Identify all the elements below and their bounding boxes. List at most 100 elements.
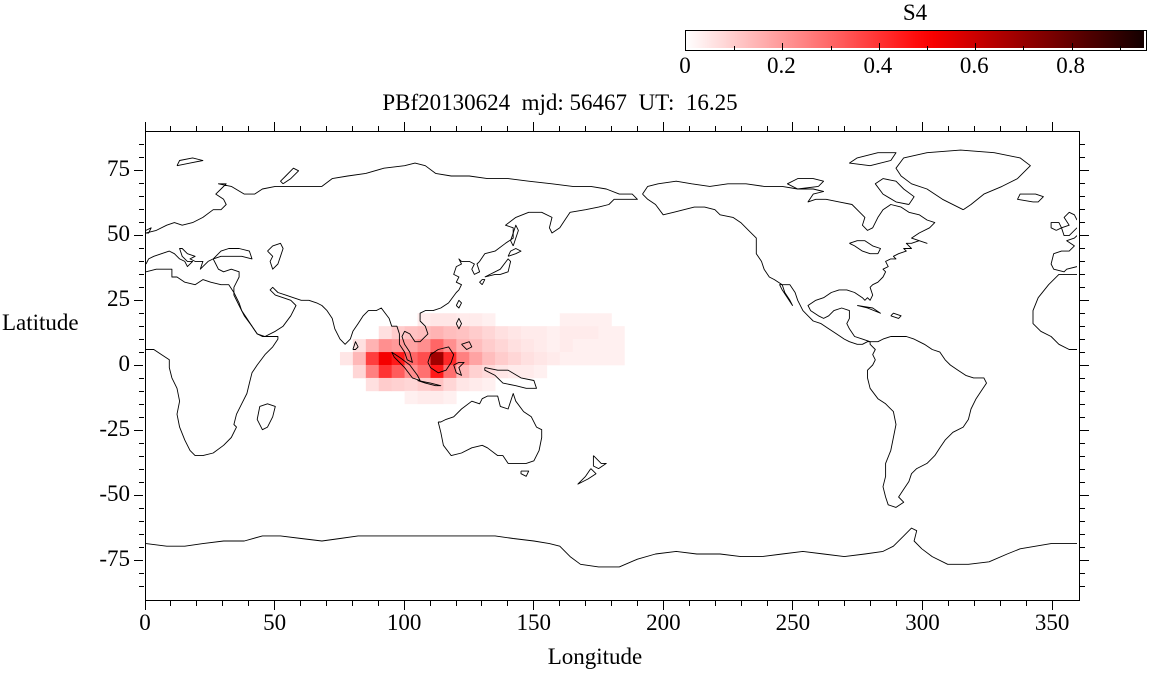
heatmap-cell (611, 339, 625, 353)
coastline-novaya-zemlya (280, 167, 300, 185)
heatmap-cell (456, 377, 470, 392)
heatmap-cell (520, 339, 535, 353)
heatmap-cell (417, 313, 431, 327)
x-minor-tick-top (766, 126, 768, 131)
heatmap-cell (495, 326, 509, 340)
heatmap-cell (404, 339, 418, 353)
x-minor-tick (611, 601, 612, 606)
colorbar-gradient (686, 31, 1144, 48)
y-major-tick-right (1080, 429, 1089, 431)
heatmap-cell (598, 326, 612, 340)
x-major-tick (274, 601, 276, 610)
heatmap-cell (404, 326, 418, 340)
coastline-sakhalin (510, 224, 519, 247)
x-minor-tick-top (507, 126, 509, 131)
heatmap-cell (572, 326, 586, 340)
coastline-madagascar (256, 403, 276, 431)
x-minor-tick-top (714, 126, 716, 131)
x-minor-tick-top (999, 126, 1001, 131)
coastline-ireland (1050, 222, 1062, 231)
x-minor-tick (844, 601, 846, 606)
heatmap-cell (456, 313, 470, 327)
heatmap-cell (352, 365, 367, 379)
coastline-iceland (1017, 193, 1044, 203)
coastline-java (417, 380, 442, 387)
x-minor-tick (585, 601, 587, 606)
coastline-south-america (867, 336, 987, 508)
y-major-tick-right (1080, 559, 1089, 561)
x-tick-label: 50 (263, 610, 287, 635)
heatmap-cell (365, 339, 380, 353)
y-tick-label: 25 (107, 286, 130, 311)
coastline-borneo (427, 346, 455, 374)
x-minor-tick (714, 601, 716, 606)
coastline-uk-right (1061, 211, 1077, 237)
colorbar-tick-label: 0.8 (1056, 53, 1086, 78)
y-minor-tick-right (1080, 455, 1085, 457)
x-minor-tick (455, 601, 457, 606)
coastline-honshu (484, 258, 512, 278)
x-tick-label: 150 (516, 610, 552, 635)
x-minor-tick (429, 601, 431, 606)
y-minor-tick (139, 247, 144, 249)
y-minor-tick-right (1080, 338, 1085, 340)
heatmap-cell (443, 377, 457, 392)
heatmap-cell (456, 326, 470, 340)
heatmap-cell (559, 326, 574, 340)
x-minor-tick-top (196, 126, 198, 131)
y-minor-tick-right (1080, 546, 1085, 548)
y-minor-tick (139, 520, 144, 522)
x-major-tick (662, 601, 664, 610)
y-minor-tick (139, 273, 144, 275)
y-major-tick-right (1080, 234, 1089, 236)
heatmap-cell (430, 352, 444, 366)
heatmap-cell (559, 339, 574, 353)
y-minor-tick (139, 182, 144, 184)
x-major-tick-top (792, 122, 794, 131)
x-minor-tick (248, 601, 250, 606)
y-tick-label: 75 (107, 156, 130, 181)
x-minor-tick (896, 601, 898, 606)
heatmap-cell (469, 313, 483, 327)
colorbar-tick (734, 46, 736, 50)
heatmap-cell (365, 365, 380, 379)
y-minor-tick-right (1080, 572, 1085, 574)
y-major-tick (134, 234, 143, 236)
heatmap-cell (430, 390, 444, 405)
heatmap-cell (572, 339, 586, 353)
heatmap-cell (417, 365, 431, 379)
y-minor-tick (139, 260, 144, 262)
x-minor-tick-top (429, 126, 431, 131)
coastline-africa-west (1032, 273, 1077, 350)
coastline-north-america (642, 180, 936, 345)
x-minor-tick (507, 601, 509, 606)
x-minor-tick-top (351, 126, 353, 131)
heatmap-cell (482, 313, 496, 327)
x-tick-label: 300 (905, 610, 940, 635)
heatmap-cell (585, 352, 599, 366)
y-minor-tick-right (1080, 442, 1085, 444)
y-major-tick (134, 494, 143, 496)
heatmap-cell (352, 352, 367, 366)
y-tick-label: -50 (99, 481, 130, 506)
heatmap-cell (495, 352, 509, 366)
colorbar-tick (1023, 46, 1025, 50)
coastline-victoria (786, 178, 825, 190)
y-minor-tick-right (1080, 208, 1085, 210)
coastline-iberia-france (1050, 235, 1077, 273)
heatmap-cell (404, 377, 418, 392)
coastline-caspian (267, 242, 284, 270)
x-major-tick-top (144, 122, 146, 131)
y-minor-tick-right (1080, 312, 1085, 314)
x-minor-tick-top (740, 126, 742, 131)
x-tick-label: 250 (775, 610, 811, 635)
coastline-taiwan (455, 299, 462, 309)
colorbar-tick (975, 43, 977, 50)
y-minor-tick-right (1080, 390, 1085, 392)
x-minor-tick-top (377, 126, 379, 131)
heatmap-cell (533, 365, 548, 379)
colorbar-tick (1119, 46, 1121, 50)
heatmap-cell (404, 390, 418, 405)
heatmap-cell (508, 339, 522, 353)
coastline-svalbard (176, 157, 204, 167)
